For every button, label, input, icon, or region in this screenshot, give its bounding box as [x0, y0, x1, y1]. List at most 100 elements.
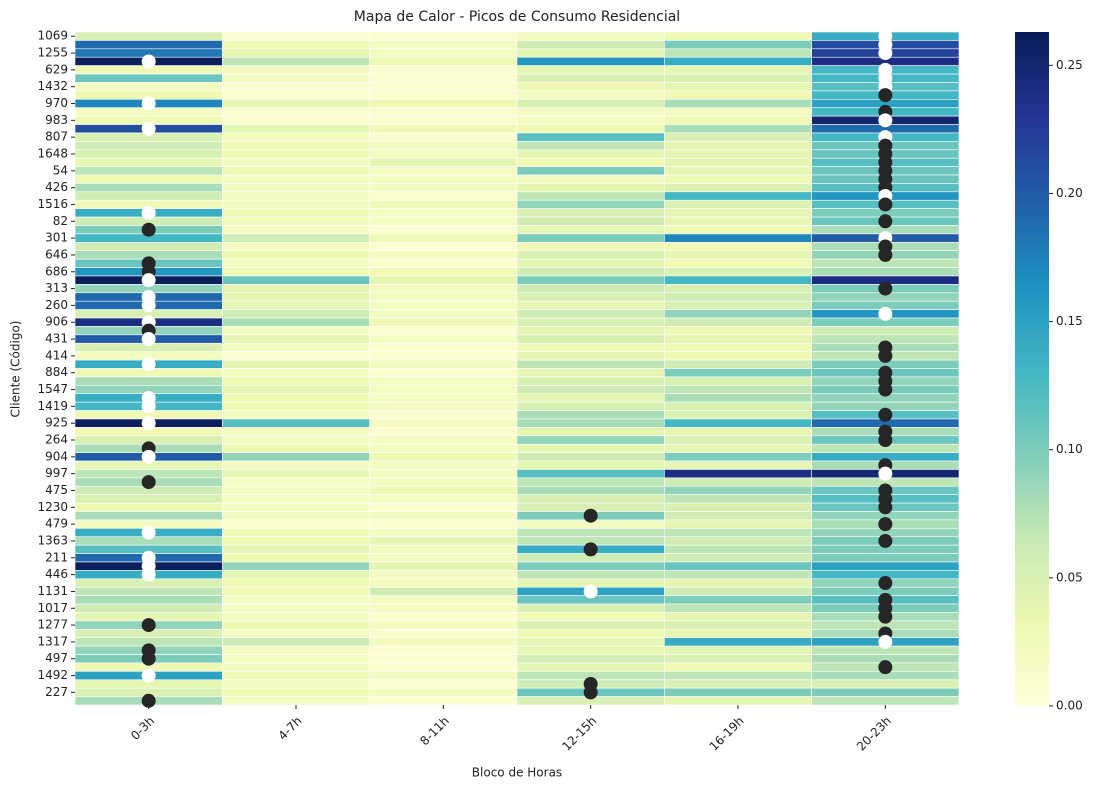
heatmap-cell [516, 427, 665, 437]
heatmap-cell [222, 216, 370, 226]
heatmap-cell [222, 654, 370, 664]
heatmap-cell [516, 141, 665, 151]
heatmap-cell [369, 502, 518, 512]
heatmap-cell [369, 40, 518, 50]
heatmap-cell [222, 502, 370, 512]
y-tick-label: 264 [45, 433, 68, 447]
heatmap-cell [664, 452, 812, 462]
heatmap-cell [664, 90, 812, 100]
heatmap-cell [369, 595, 518, 605]
heatmap-cell [222, 637, 370, 647]
y-tick-label: 211 [45, 550, 68, 564]
heatmap-cell [222, 393, 370, 403]
colorbar [1015, 32, 1049, 706]
heatmap-cell [516, 570, 665, 580]
heatmap-cell [222, 385, 370, 395]
heatmap-cell [369, 199, 518, 209]
heatmap-cell [664, 132, 812, 142]
heatmap-cell [664, 385, 812, 395]
heatmap-cell [222, 292, 370, 302]
heatmap-cell [516, 326, 665, 336]
heatmap-cell [222, 300, 370, 310]
heatmap-cell [369, 620, 518, 630]
heatmap-cell [664, 494, 812, 504]
peak-marker [141, 567, 156, 582]
y-tick-label: 925 [45, 416, 68, 430]
heatmap-cell [369, 645, 518, 655]
heatmap-cell [369, 267, 518, 277]
heatmap-cell [664, 536, 812, 546]
heatmap-cell [516, 662, 665, 672]
heatmap-cell [664, 443, 812, 453]
x-tick-label: 16-19h [707, 714, 747, 754]
heatmap-cell [664, 334, 812, 344]
y-tick-label: 431 [45, 332, 68, 346]
heatmap-cell [74, 191, 223, 201]
heatmap-cell [74, 376, 223, 386]
heatmap-cell [222, 242, 370, 252]
heatmap-cell [222, 628, 370, 638]
y-tick-label: 1432 [37, 79, 68, 93]
heatmap-cell [369, 393, 518, 403]
heatmap-cell [664, 620, 812, 630]
y-tick-label: 983 [45, 113, 68, 127]
heatmap-cell [664, 56, 812, 66]
heatmap-cell [222, 376, 370, 386]
y-tick-label: 1255 [37, 46, 68, 60]
peak-marker [583, 508, 598, 523]
heatmap-cell [516, 31, 665, 41]
heatmap-cell [664, 309, 812, 319]
heatmap-cell [664, 553, 812, 563]
heatmap-cell [369, 334, 518, 344]
heatmap-cell [222, 620, 370, 630]
heatmap-cell [516, 469, 665, 479]
heatmap-cell [664, 528, 812, 538]
heatmap-cell [222, 435, 370, 445]
heatmap-cell [516, 612, 665, 622]
heatmap-cell [664, 393, 812, 403]
y-tick-label: 479 [45, 517, 68, 531]
heatmap-cell [369, 183, 518, 193]
peak-marker [878, 382, 893, 397]
heatmap-cell [222, 233, 370, 243]
peak-marker [141, 475, 156, 490]
heatmap-cell [369, 225, 518, 235]
y-tick-label: 904 [45, 449, 68, 463]
heatmap-cell [222, 477, 370, 487]
heatmap-cell [222, 662, 370, 672]
heatmap-cell [369, 536, 518, 546]
peak-marker [141, 416, 156, 431]
heatmap-cell [516, 225, 665, 235]
y-tick-label: 227 [45, 685, 68, 699]
heatmap-cell [516, 48, 665, 58]
heatmap-cell [664, 107, 812, 117]
heatmap-cell [516, 620, 665, 630]
heatmap-cell [516, 65, 665, 75]
y-tick-label: 313 [45, 281, 68, 295]
heatmap-cell [222, 183, 370, 193]
heatmap-cell [222, 603, 370, 613]
heatmap-cell [369, 427, 518, 437]
heatmap-cell [369, 452, 518, 462]
heatmap-cell [664, 359, 812, 369]
heatmap-cell [222, 225, 370, 235]
x-tick-label: 20-23h [854, 714, 894, 754]
heatmap-cell [74, 502, 223, 512]
heatmap-cell [369, 351, 518, 361]
heatmap-cell [369, 679, 518, 689]
heatmap-cell [369, 157, 518, 167]
heatmap-cell [664, 208, 812, 218]
heatmap-cell [369, 191, 518, 201]
heatmap-cell [516, 603, 665, 613]
heatmap-cell [664, 376, 812, 386]
y-tick-label: 1317 [37, 634, 68, 648]
y-tick-label: 475 [45, 483, 68, 497]
heatmap-cell [369, 376, 518, 386]
peak-marker [878, 214, 893, 229]
heatmap-cell [369, 292, 518, 302]
heatmap-cell [369, 73, 518, 83]
heatmap-cell [516, 317, 665, 327]
heatmap-cell [516, 645, 665, 655]
heatmap-cell [369, 401, 518, 411]
peak-marker [878, 533, 893, 548]
